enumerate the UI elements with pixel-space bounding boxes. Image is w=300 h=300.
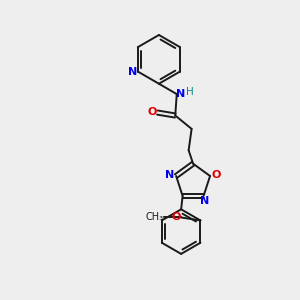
- Text: O: O: [171, 212, 181, 222]
- Text: O: O: [147, 107, 157, 117]
- Text: N: N: [200, 196, 210, 206]
- Text: N: N: [176, 88, 185, 98]
- Text: N: N: [128, 67, 137, 76]
- Text: CH₃: CH₃: [145, 212, 164, 223]
- Text: N: N: [165, 170, 174, 180]
- Text: O: O: [212, 169, 221, 179]
- Text: H: H: [186, 87, 194, 97]
